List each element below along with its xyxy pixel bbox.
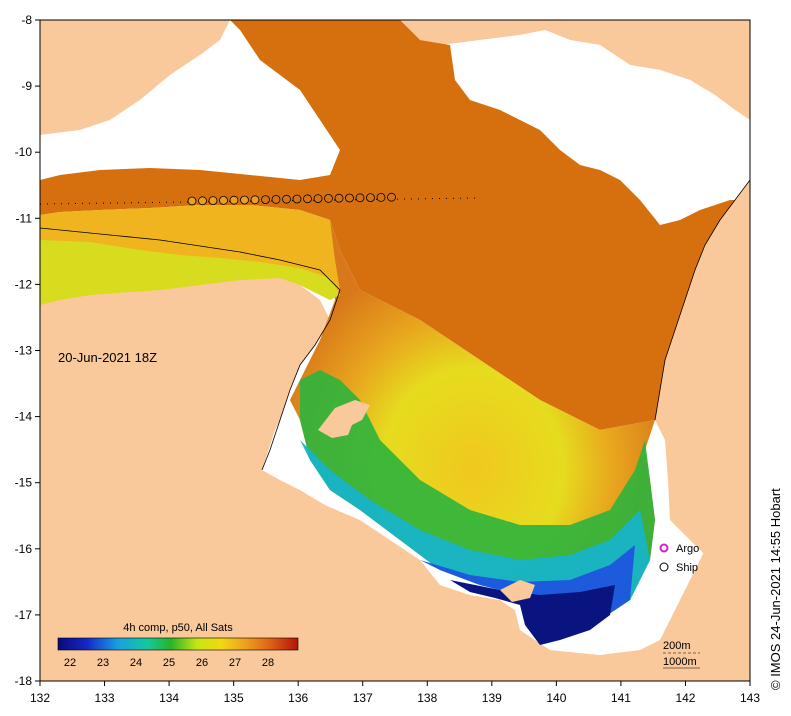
- ship-observation-marker: [345, 193, 354, 203]
- y-tick-label: -17: [15, 608, 33, 622]
- x-tick-label: 134: [159, 691, 179, 705]
- y-tick-label: -15: [15, 476, 33, 490]
- nodata-coastal-fringe: [262, 400, 670, 655]
- ship-observation-marker: [355, 193, 365, 203]
- ship-observation-marker: [313, 194, 323, 204]
- y-tick-label: -14: [15, 410, 33, 424]
- ship-observation-marker: [250, 195, 260, 205]
- contour-1000m-label: 1000m: [663, 656, 697, 668]
- x-tick-label: 143: [740, 691, 760, 705]
- x-tick-label: 138: [417, 691, 437, 705]
- ship-observation-marker: [261, 195, 270, 205]
- colorbar-labels: 22 23 24 25 26 27 28: [64, 657, 274, 669]
- x-tick-label: 137: [353, 691, 373, 705]
- nodata-northeast: [440, 30, 750, 225]
- ship-observation-marker: [366, 193, 375, 203]
- colorbar-label: 27: [229, 657, 241, 669]
- nodata-north: [40, 30, 340, 180]
- ship-legend-marker: [659, 562, 669, 572]
- ship-observation-marker: [324, 193, 333, 203]
- y-tick-label: -9: [21, 79, 32, 93]
- x-tick-label: 141: [611, 691, 631, 705]
- coastline-east: [654, 179, 750, 421]
- ship-observation-marker: [198, 196, 207, 206]
- x-tick-label: 135: [224, 691, 244, 705]
- y-axis: -8 -9 -10 -11 -12 -13 -14 -15 -16 -17 -18: [15, 13, 40, 688]
- y-tick-label: -8: [21, 13, 32, 27]
- land-north-west: [40, 20, 230, 135]
- colorbar-title: 4h comp, p50, All Sats: [123, 622, 233, 634]
- colorbar-label: 22: [64, 657, 76, 669]
- x-tick-label: 140: [546, 691, 566, 705]
- land-cape-york-west: [40, 278, 750, 681]
- ship-observation-marker: [229, 195, 239, 205]
- sst-north-warm: [40, 20, 735, 430]
- ship-observation-marker: [208, 196, 218, 206]
- sst-gulf-navy: [450, 580, 615, 645]
- ship-observation-marker: [303, 194, 312, 204]
- ship-observation-marker: [387, 192, 396, 202]
- ship-observation-marker: [282, 194, 291, 204]
- coastline-west: [40, 227, 341, 471]
- colorbar-label: 28: [262, 657, 274, 669]
- x-tick-label: 136: [288, 691, 308, 705]
- x-tick-label: 139: [482, 691, 502, 705]
- ship-observation-marker: [271, 194, 281, 204]
- y-tick-label: -18: [15, 674, 33, 688]
- ship-observation-marker: [334, 193, 344, 203]
- ship-observation-marker: [376, 192, 386, 202]
- ship-track: [187, 192, 396, 206]
- y-tick-label: -13: [15, 344, 33, 358]
- ship-observation-marker: [240, 195, 249, 205]
- contour-200m-label: 200m: [663, 640, 691, 652]
- colorbar-label: 23: [97, 657, 109, 669]
- colorbar: [57, 637, 299, 651]
- credit-text: © IMOS 24-Jun-2021 14:55 Hobart: [768, 488, 783, 690]
- x-tick-label: 132: [30, 691, 50, 705]
- y-tick-label: -12: [15, 277, 33, 291]
- argo-legend-label: Argo: [676, 543, 699, 555]
- ship-legend-label: Ship: [676, 562, 698, 574]
- island-south: [500, 580, 535, 602]
- land-cape-york-east: [655, 180, 750, 560]
- x-tick-label: 142: [675, 691, 695, 705]
- sst-northwest-coast: [40, 240, 340, 305]
- ship-observation-marker: [292, 194, 302, 204]
- y-tick-label: -16: [15, 542, 33, 556]
- land-new-guinea: [400, 20, 750, 120]
- date-label: 20-Jun-2021 18Z: [58, 350, 157, 365]
- y-tick-label: -10: [15, 145, 33, 159]
- argo-legend-marker: [659, 543, 669, 553]
- ship-observation-marker: [219, 195, 228, 205]
- island-mornington: [318, 400, 370, 438]
- sst-gulf-cyan-band: [300, 440, 650, 620]
- x-tick-label: 133: [95, 691, 115, 705]
- ship-observation-marker: [187, 196, 197, 206]
- y-tick-label: -11: [16, 211, 33, 225]
- colorbar-label: 25: [163, 657, 175, 669]
- x-axis: 132 133 134 135 136 137 138 139 140 141 142 143: [30, 681, 760, 705]
- colorbar-label: 24: [130, 657, 142, 669]
- colorbar-label: 26: [196, 657, 208, 669]
